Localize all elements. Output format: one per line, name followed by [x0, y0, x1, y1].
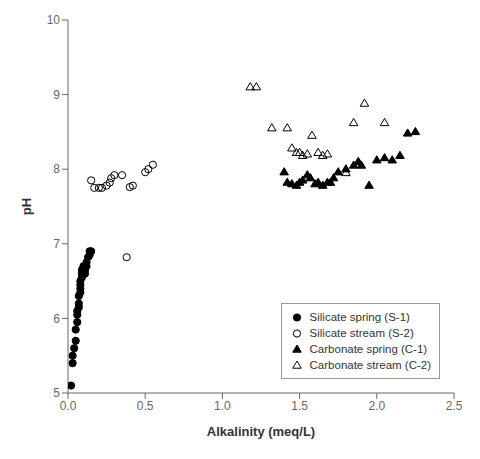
html-text:Silicate spring (S-1): Silicate spring (S-1)	[309, 311, 410, 323]
svg-text:pH: pH	[19, 198, 34, 215]
svg-text:Alkalinity (meq/L): Alkalinity (meq/L)	[207, 424, 315, 439]
svg-text:2.0: 2.0	[368, 399, 385, 413]
svg-text:10: 10	[47, 13, 61, 27]
svg-text:5: 5	[53, 386, 60, 400]
svg-text:0.5: 0.5	[137, 399, 154, 413]
svg-text:8: 8	[53, 162, 60, 176]
svg-text:7: 7	[53, 237, 60, 251]
html-text:Carbonate stream (C-2): Carbonate stream (C-2)	[309, 359, 431, 371]
svg-text:6: 6	[53, 312, 60, 326]
svg-text:2.5: 2.5	[446, 399, 463, 413]
svg-text:1.5: 1.5	[291, 399, 308, 413]
html-text:Carbonate spring (C-1): Carbonate spring (C-1)	[309, 343, 428, 355]
html-text:Silicate stream (S-2): Silicate stream (S-2)	[309, 327, 414, 339]
svg-text:0.0: 0.0	[60, 399, 77, 413]
svg-text:9: 9	[53, 88, 60, 102]
svg-text:1.0: 1.0	[214, 399, 231, 413]
